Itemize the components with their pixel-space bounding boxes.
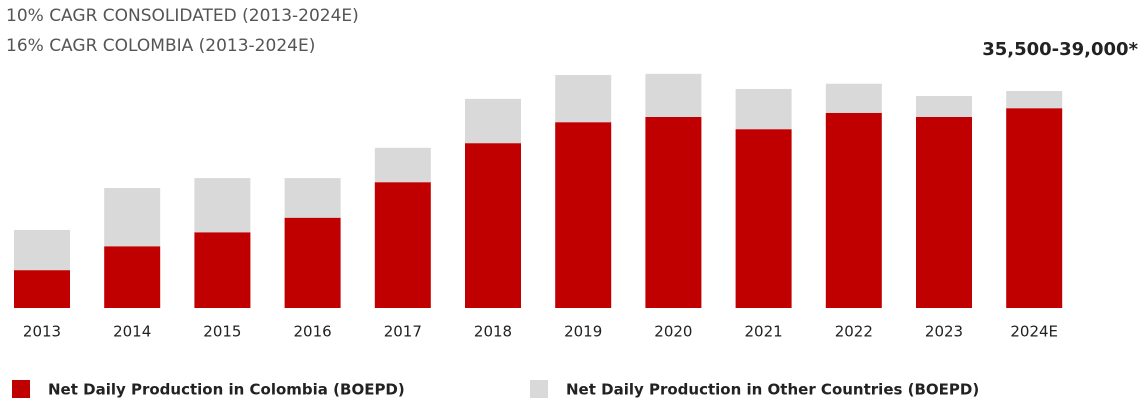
subtitle: 16% CAGR COLOMBIA (2013-2024E) <box>6 36 315 56</box>
x-tick-label: 2014 <box>113 323 151 341</box>
x-tick-label: 2019 <box>564 323 602 341</box>
bar-segment <box>555 122 612 309</box>
bar-segment <box>645 116 702 308</box>
legend-swatch <box>12 380 30 398</box>
annotation: 35,500-39,000* <box>982 39 1138 60</box>
bar-segment <box>645 73 702 117</box>
bar-segment <box>1006 108 1063 308</box>
bar-segment <box>916 95 972 117</box>
x-tick-label: 2020 <box>654 323 692 341</box>
x-tick-label: 2016 <box>294 323 332 341</box>
bar-segment <box>14 270 70 308</box>
x-tick-label: 2022 <box>835 323 873 341</box>
bar-segment <box>104 188 161 247</box>
x-tick-label: 2024E <box>1010 323 1058 341</box>
x-tick-label: 2023 <box>925 323 963 341</box>
legend-swatch <box>530 380 548 398</box>
legend-label: Net Daily Production in Other Countries … <box>566 381 979 399</box>
x-tick-label: 2018 <box>474 323 512 341</box>
bar-segment <box>465 98 521 144</box>
bar-segment <box>916 116 972 308</box>
bar-segment <box>194 232 251 308</box>
bar-segment <box>1006 91 1063 109</box>
bar-segment <box>825 112 882 308</box>
x-tick-label: 2013 <box>23 323 61 341</box>
bar-segment <box>735 88 792 130</box>
bar-segment <box>825 83 882 113</box>
bar-segment <box>735 129 792 308</box>
bar-segment <box>465 143 521 308</box>
subtitle: 10% CAGR CONSOLIDATED (2013-2024E) <box>6 6 359 26</box>
bar-segment <box>555 75 612 123</box>
bar-segment <box>104 246 161 308</box>
bar-segment <box>284 178 341 218</box>
bar-segment <box>14 229 70 271</box>
bar-segment <box>284 217 341 308</box>
x-tick-label: 2017 <box>384 323 422 341</box>
x-tick-label: 2021 <box>745 323 783 341</box>
legend-label: Net Daily Production in Colombia (BOEPD) <box>48 381 405 399</box>
bar-segment <box>194 178 251 233</box>
bar-segment <box>374 182 431 308</box>
bar-segment <box>374 147 431 183</box>
x-tick-label: 2015 <box>203 323 241 341</box>
